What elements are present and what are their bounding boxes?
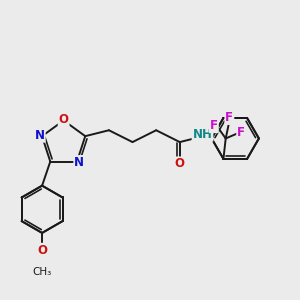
Text: O: O: [175, 158, 185, 170]
Text: N: N: [35, 129, 45, 142]
Text: O: O: [37, 244, 47, 257]
Text: F: F: [225, 111, 233, 124]
Text: NH: NH: [193, 128, 212, 141]
Text: O: O: [58, 112, 69, 126]
Text: F: F: [210, 119, 218, 132]
Text: CH₃: CH₃: [32, 267, 52, 277]
Text: N: N: [74, 156, 84, 169]
Text: F: F: [237, 127, 245, 140]
